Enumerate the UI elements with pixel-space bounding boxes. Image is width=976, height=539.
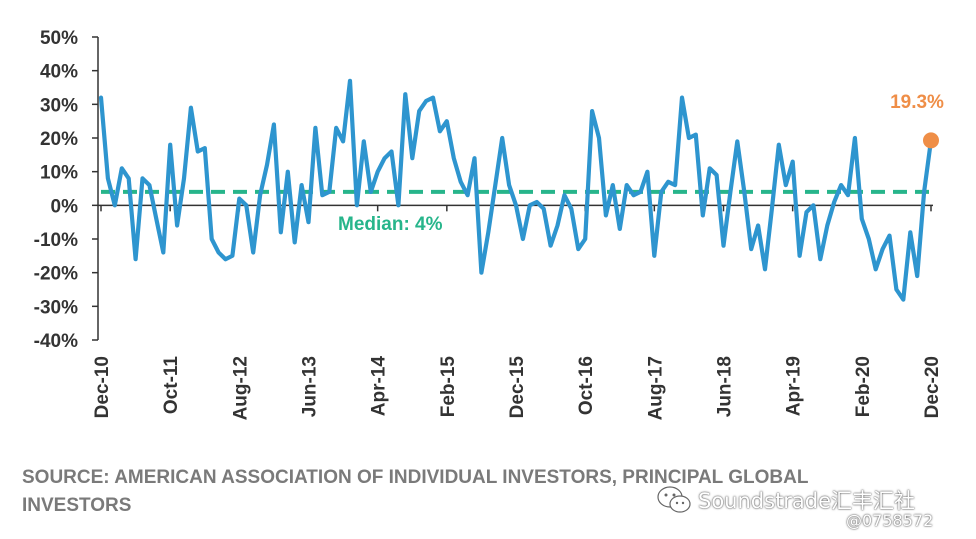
x-tick-label: Aug-17 — [645, 356, 666, 420]
line-chart: 50% 40% 30% 20% 10% 0% -10% -20% -30% -40% Dec-10… — [34, 28, 944, 420]
x-axis: Dec-10 Oct-11 Aug-12 Jun-13 Apr-14 Feb-15 Dec-… — [92, 204, 943, 420]
y-tick-label: -20% — [34, 264, 78, 285]
x-tick-label: Dec-10 — [92, 356, 113, 418]
x-tick-label: Feb-20 — [853, 356, 874, 417]
last-point-label: 19.3% — [890, 92, 944, 113]
source-note: SOURCE: AMERICAN ASSOCIATION OF INDIVIDU… — [22, 467, 809, 516]
y-tick-label: 30% — [40, 95, 78, 116]
y-tick-label: -10% — [34, 230, 78, 251]
watermark-handle: @0758572 — [846, 511, 934, 530]
y-tick-label: -40% — [34, 331, 78, 352]
x-tick-label: Feb-15 — [438, 356, 459, 418]
y-tick-label: 40% — [40, 62, 78, 83]
x-tick-label: Aug-12 — [230, 356, 251, 420]
y-tick-label: 0% — [51, 196, 79, 217]
y-tick-label: 20% — [40, 129, 78, 150]
watermark: Soundstrade汇丰汇社 @0758572 — [656, 483, 956, 533]
wechat-icon — [657, 486, 691, 513]
x-tick-label: Oct-11 — [161, 356, 182, 415]
watermark-text: Soundstrade汇丰汇社 — [698, 489, 916, 513]
y-tick-label: -30% — [34, 297, 78, 318]
x-tick-label: Apr-19 — [784, 356, 805, 416]
series-group — [98, 78, 934, 302]
series-line — [98, 78, 934, 302]
x-tick-label: Apr-14 — [369, 356, 390, 417]
x-tick-label: Oct-16 — [576, 356, 597, 415]
y-tick-label: 10% — [40, 163, 78, 184]
y-tick-label: 50% — [40, 28, 78, 49]
x-tick-label: Jun-13 — [300, 356, 321, 417]
y-axis: 50% 40% 30% 20% 10% 0% -10% -20% -30% -40% — [34, 28, 99, 352]
last-point-marker — [923, 132, 939, 149]
x-tick-label: Dec-20 — [922, 356, 943, 418]
median-label: Median: 4% — [338, 214, 443, 235]
last-point-group: 19.3% — [890, 92, 944, 149]
x-tick-label: Jun-18 — [715, 356, 736, 417]
x-tick-label: Dec-15 — [507, 356, 528, 419]
